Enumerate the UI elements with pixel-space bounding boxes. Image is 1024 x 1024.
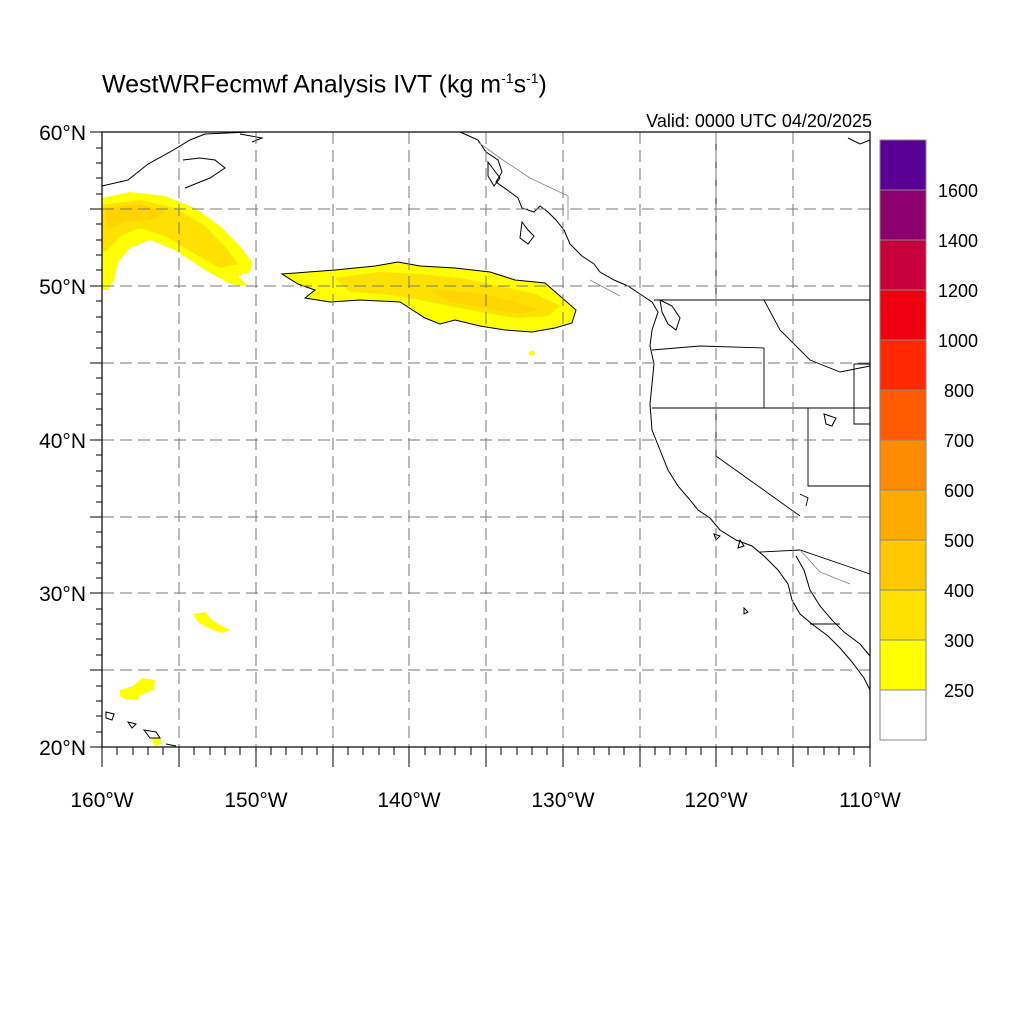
- colorbar-bin-5: [879, 439, 927, 491]
- longitude-labels: 160°W 150°W 140°W 130°W 120°W 110°W: [70, 789, 901, 812]
- lat-label-30: 30°N: [39, 583, 86, 606]
- colorbar-label-1400: 1400: [938, 231, 978, 251]
- colorbar-label-1000: 1000: [938, 331, 978, 351]
- colorbar-bin-6: [879, 389, 927, 441]
- lon-label-140w: 140°W: [377, 789, 440, 812]
- colorbar-bin-3: [879, 539, 927, 591]
- political-borders: [651, 132, 871, 625]
- colorbar-label-700: 700: [944, 431, 974, 451]
- colorbar-label-250: 250: [944, 681, 974, 701]
- colorbar-label-1200: 1200: [938, 281, 978, 301]
- gridlines: [102, 132, 870, 747]
- secondary-borders: [477, 141, 851, 585]
- lon-label-160w: 160°W: [70, 789, 133, 812]
- lat-label-20: 20°N: [39, 737, 86, 760]
- ivt-spot: [529, 350, 535, 356]
- ivt-patch-hawaii-north: [193, 612, 230, 633]
- colorbar-bin-0: [879, 689, 927, 741]
- colorbar-bin-1: [879, 639, 927, 691]
- map-title: WestWRFecmwf Analysis IVT (kg m-1s-1): [102, 70, 547, 99]
- colorbar-bin-11: [879, 139, 927, 191]
- lon-label-120w: 120°W: [684, 789, 747, 812]
- colorbar: 1600 1400 1200 1000 800 700 600 500 400 …: [879, 139, 978, 741]
- latitude-labels: 60°N 50°N 40°N 30°N 20°N: [39, 122, 86, 760]
- lat-label-60: 60°N: [39, 122, 86, 145]
- axis-ticks: [90, 131, 871, 767]
- lat-label-50: 50°N: [39, 276, 86, 299]
- colorbar-bin-9: [879, 239, 927, 291]
- colorbar-bin-10: [879, 189, 927, 241]
- colorbar-label-1600: 1600: [938, 181, 978, 201]
- colorbar-label-400: 400: [944, 581, 974, 601]
- colorbar-bin-2: [879, 589, 927, 641]
- valid-time: Valid: 0000 UTC 04/20/2025: [646, 111, 872, 131]
- lon-label-150w: 150°W: [224, 789, 287, 812]
- colorbar-label-600: 600: [944, 481, 974, 501]
- ivt-plume-north-pacific: [102, 192, 252, 290]
- colorbar-bin-7: [879, 339, 927, 391]
- lon-label-130w: 130°W: [531, 789, 594, 812]
- colorbar-label-500: 500: [944, 531, 974, 551]
- coastlines: [101, 131, 871, 747]
- colorbar-label-300: 300: [944, 631, 974, 651]
- ivt-patch-hawaii-tail: [152, 737, 162, 746]
- ivt-patch-hawaii-south: [120, 678, 155, 700]
- lat-label-40: 40°N: [39, 430, 86, 453]
- lon-label-110w: 110°W: [839, 789, 901, 812]
- colorbar-bin-4: [879, 489, 927, 541]
- ivt-plume-central-pacific: [280, 261, 577, 333]
- colorbar-label-800: 800: [944, 381, 974, 401]
- colorbar-bin-8: [879, 289, 927, 341]
